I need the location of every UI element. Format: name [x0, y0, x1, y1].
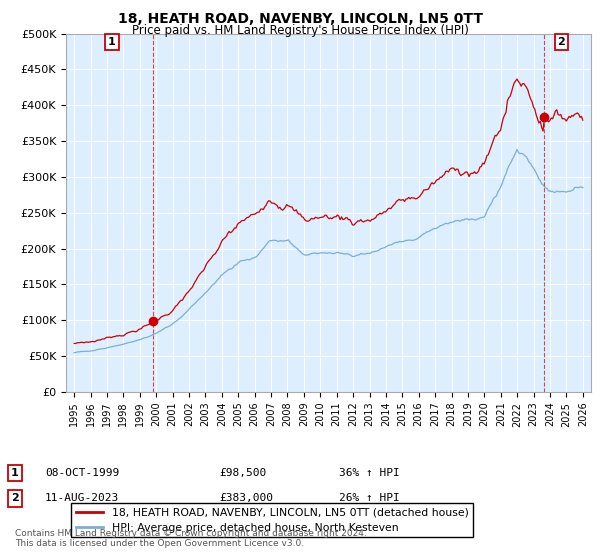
Text: £98,500: £98,500: [219, 468, 266, 478]
Text: 08-OCT-1999: 08-OCT-1999: [45, 468, 119, 478]
Text: 18, HEATH ROAD, NAVENBY, LINCOLN, LN5 0TT: 18, HEATH ROAD, NAVENBY, LINCOLN, LN5 0T…: [118, 12, 482, 26]
Text: £383,000: £383,000: [219, 493, 273, 503]
Text: 2: 2: [11, 493, 19, 503]
Text: Price paid vs. HM Land Registry's House Price Index (HPI): Price paid vs. HM Land Registry's House …: [131, 24, 469, 36]
Text: Contains HM Land Registry data © Crown copyright and database right 2024.
This d: Contains HM Land Registry data © Crown c…: [15, 529, 367, 548]
Text: 2: 2: [557, 37, 565, 47]
Legend: 18, HEATH ROAD, NAVENBY, LINCOLN, LN5 0TT (detached house), HPI: Average price, : 18, HEATH ROAD, NAVENBY, LINCOLN, LN5 0T…: [71, 503, 473, 537]
Text: 1: 1: [11, 468, 19, 478]
Text: 26% ↑ HPI: 26% ↑ HPI: [339, 493, 400, 503]
Text: 11-AUG-2023: 11-AUG-2023: [45, 493, 119, 503]
Text: 36% ↑ HPI: 36% ↑ HPI: [339, 468, 400, 478]
Text: 1: 1: [108, 37, 116, 47]
